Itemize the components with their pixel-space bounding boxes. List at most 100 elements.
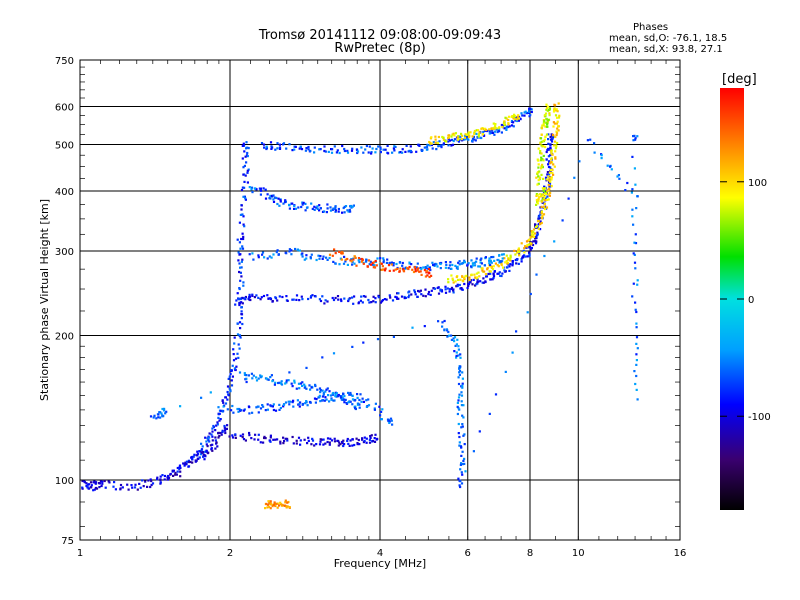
- data-marker: [368, 263, 371, 266]
- data-marker: [230, 379, 233, 382]
- data-marker: [507, 115, 511, 118]
- data-marker: [490, 256, 493, 259]
- data-marker: [364, 295, 367, 298]
- data-marker: [431, 261, 434, 264]
- data-marker: [94, 482, 97, 485]
- data-marker: [457, 422, 460, 426]
- data-marker: [482, 277, 485, 280]
- data-marker: [272, 403, 275, 406]
- data-marker: [430, 143, 433, 147]
- data-marker: [234, 357, 238, 360]
- data-marker: [430, 274, 433, 277]
- data-marker: [246, 181, 249, 184]
- data-marker: [254, 433, 257, 436]
- data-marker: [557, 125, 560, 128]
- data-marker: [480, 262, 483, 265]
- data-marker: [275, 251, 278, 254]
- data-marker: [542, 140, 545, 143]
- chart-title: Tromsø 20141112 09:08:00-09:09:43: [258, 28, 502, 43]
- data-marker: [445, 263, 448, 266]
- data-marker: [286, 439, 289, 442]
- data-marker: [217, 413, 220, 416]
- data-marker: [546, 190, 549, 193]
- data-marker: [593, 151, 596, 154]
- data-marker: [494, 123, 497, 126]
- data-marker: [446, 287, 449, 290]
- data-marker: [257, 433, 260, 436]
- data-marker: [367, 398, 370, 401]
- data-marker: [337, 395, 340, 398]
- data-marker: [549, 191, 552, 195]
- data-marker: [277, 381, 280, 385]
- data-marker: [251, 294, 254, 297]
- data-marker: [532, 235, 536, 238]
- data-marker: [455, 275, 458, 279]
- data-marker: [556, 110, 559, 113]
- data-marker: [99, 480, 102, 483]
- data-marker: [458, 263, 461, 266]
- data-marker: [321, 399, 324, 402]
- data-marker: [263, 436, 266, 440]
- data-marker: [337, 207, 340, 211]
- data-marker: [544, 207, 547, 211]
- data-marker: [334, 262, 337, 265]
- data-marker: [279, 442, 282, 445]
- data-marker: [178, 468, 181, 471]
- data-marker: [542, 188, 545, 191]
- data-marker: [426, 274, 429, 277]
- data-marker: [265, 377, 268, 380]
- data-marker: [241, 144, 244, 147]
- data-marker: [293, 148, 296, 151]
- data-marker: [503, 257, 506, 260]
- data-marker: [458, 435, 461, 439]
- data-marker: [617, 174, 620, 177]
- data-marker: [274, 438, 277, 441]
- data-marker: [457, 348, 460, 351]
- data-marker: [534, 226, 538, 229]
- data-marker: [635, 363, 638, 366]
- data-marker: [288, 143, 291, 146]
- data-marker: [255, 294, 258, 297]
- data-marker: [492, 277, 495, 280]
- data-marker: [317, 254, 320, 257]
- data-marker: [355, 437, 358, 440]
- data-marker: [557, 129, 560, 132]
- data-marker: [368, 145, 371, 148]
- data-marker: [233, 367, 236, 370]
- data-marker: [493, 127, 496, 130]
- data-marker: [449, 261, 452, 264]
- data-marker: [127, 488, 130, 491]
- data-marker: [545, 106, 549, 109]
- data-marker: [399, 151, 402, 154]
- data-marker: [156, 476, 159, 479]
- data-marker: [358, 443, 361, 446]
- data-marker: [528, 251, 531, 254]
- data-marker: [373, 264, 376, 267]
- data-marker: [441, 321, 444, 324]
- data-marker: [458, 260, 461, 263]
- data-marker: [554, 114, 558, 117]
- data-marker: [534, 223, 537, 226]
- data-marker: [269, 507, 272, 510]
- data-marker: [536, 231, 539, 234]
- data-marker: [221, 409, 224, 412]
- data-marker: [386, 258, 389, 261]
- data-marker: [278, 403, 281, 406]
- data-marker: [319, 389, 322, 392]
- data-marker: [424, 275, 427, 278]
- data-marker: [290, 249, 293, 252]
- data-marker: [333, 440, 337, 443]
- data-marker: [507, 122, 510, 125]
- data-marker: [543, 120, 546, 123]
- data-marker: [452, 291, 455, 294]
- data-marker: [439, 289, 442, 292]
- data-marker: [492, 273, 495, 276]
- data-marker: [300, 295, 303, 298]
- data-marker: [552, 173, 555, 176]
- data-marker: [290, 382, 293, 385]
- data-marker: [167, 477, 170, 480]
- data-marker: [477, 271, 480, 274]
- data-marker: [526, 255, 529, 258]
- data-marker: [468, 276, 471, 279]
- data-marker: [408, 294, 411, 297]
